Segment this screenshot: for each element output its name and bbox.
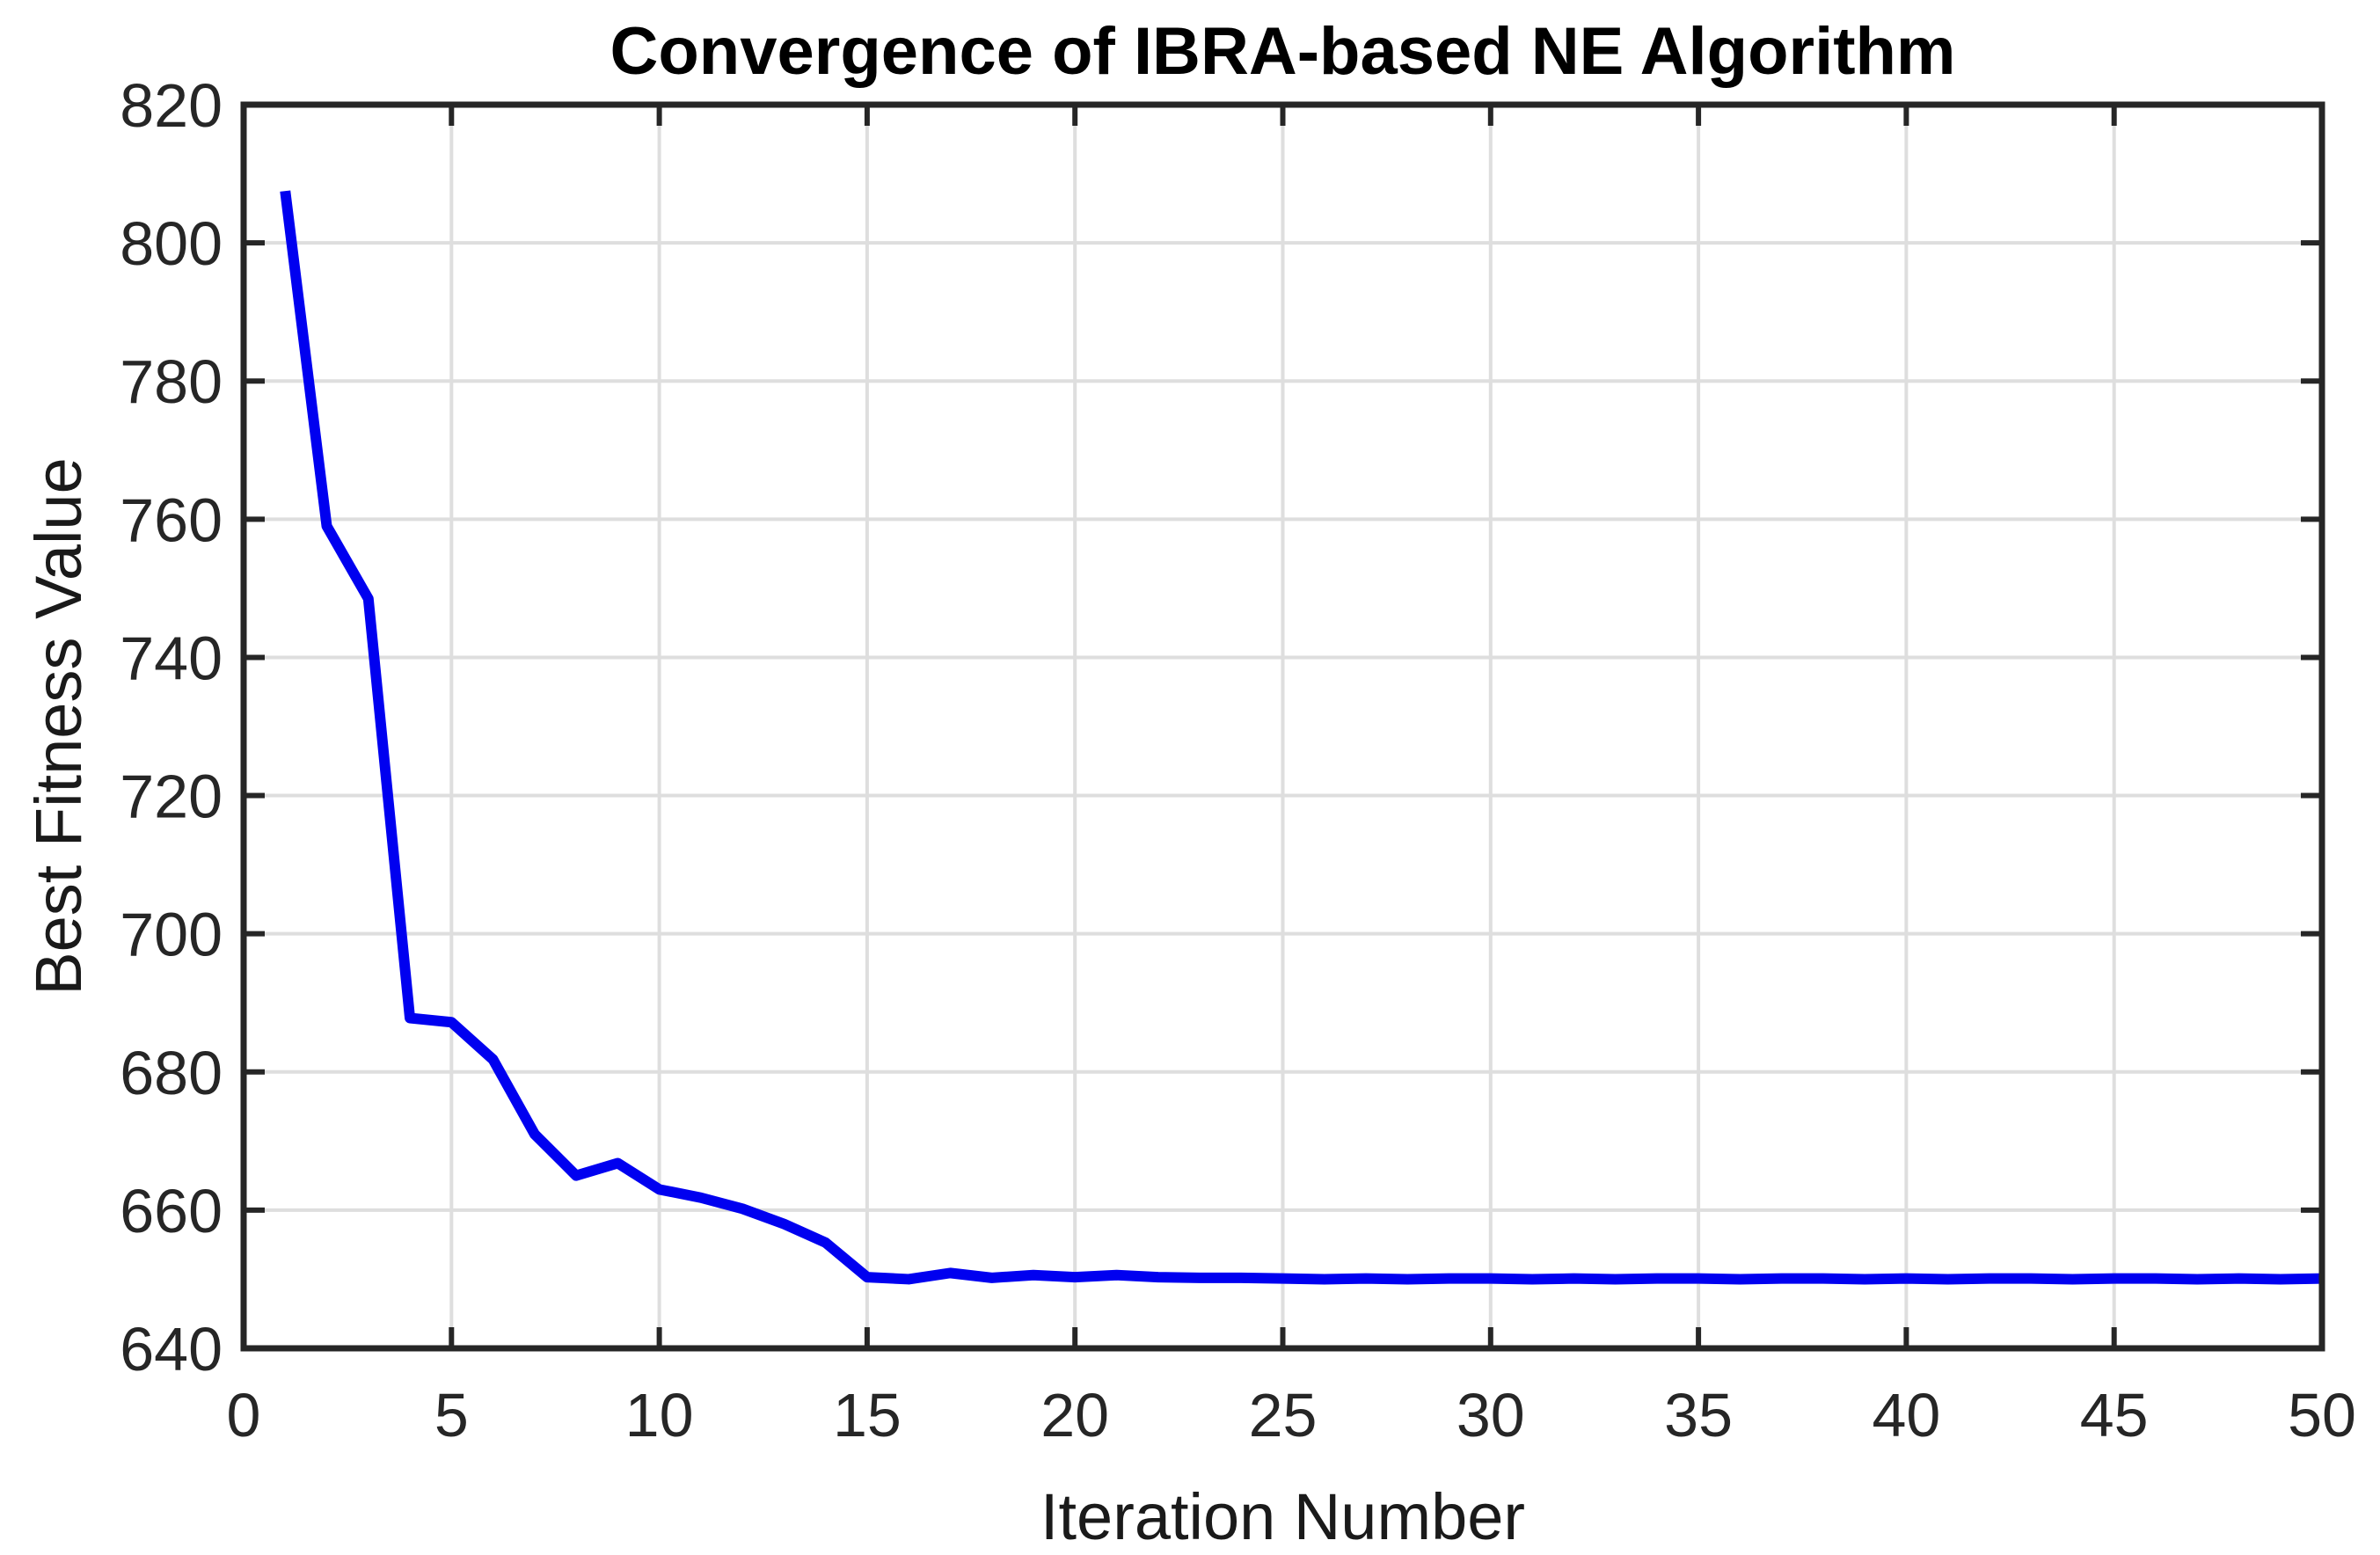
chart-title: Convergence of IBRA-based NE Algorithm: [610, 14, 1955, 89]
y-tick-label: 740: [120, 624, 223, 692]
x-tick-label: 15: [833, 1381, 902, 1449]
convergence-line: [280, 190, 2323, 1285]
x-tick-label: 40: [1872, 1381, 1940, 1449]
x-tick-label: 20: [1040, 1381, 1109, 1449]
x-tick-label: 45: [2080, 1381, 2149, 1449]
x-tick-label: 5: [434, 1381, 469, 1449]
y-tick-label: 800: [120, 209, 223, 278]
y-tick-label: 820: [120, 71, 223, 140]
y-tick-label: 640: [120, 1315, 223, 1383]
x-axis-label: Iteration Number: [1040, 1480, 1525, 1553]
y-tick-label: 660: [120, 1177, 223, 1245]
x-tick-label: 30: [1456, 1381, 1525, 1449]
y-tick-label: 700: [120, 901, 223, 969]
x-tick-labels: 0 5 10 15 20 25 30 35 40 45 50: [227, 1381, 2356, 1449]
tick-marks: [241, 102, 2325, 1351]
y-tick-label: 720: [120, 763, 223, 831]
data-series: [280, 190, 2323, 1285]
x-tick-label: 25: [1249, 1381, 1318, 1449]
y-tick-labels: 640 660 680 700 720 740 760 780 800 820: [120, 71, 223, 1383]
y-axis-label: Best Fitness Value: [22, 457, 95, 995]
x-tick-label: 50: [2288, 1381, 2356, 1449]
gridlines: [244, 105, 2322, 1348]
y-tick-label: 680: [120, 1039, 223, 1107]
y-tick-label: 760: [120, 485, 223, 554]
y-tick-label: 780: [120, 347, 223, 416]
x-tick-label: 35: [1664, 1381, 1733, 1449]
x-tick-label: 10: [625, 1381, 694, 1449]
x-tick-label: 0: [227, 1381, 261, 1449]
